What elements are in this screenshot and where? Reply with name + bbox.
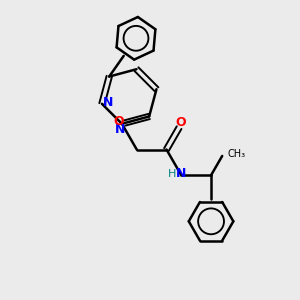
Text: N: N [115,123,126,136]
Text: O: O [175,116,186,129]
Text: N: N [103,96,114,109]
Text: H: H [168,169,176,179]
Text: CH₃: CH₃ [227,148,246,159]
Text: N: N [176,167,187,180]
Text: O: O [113,115,124,128]
